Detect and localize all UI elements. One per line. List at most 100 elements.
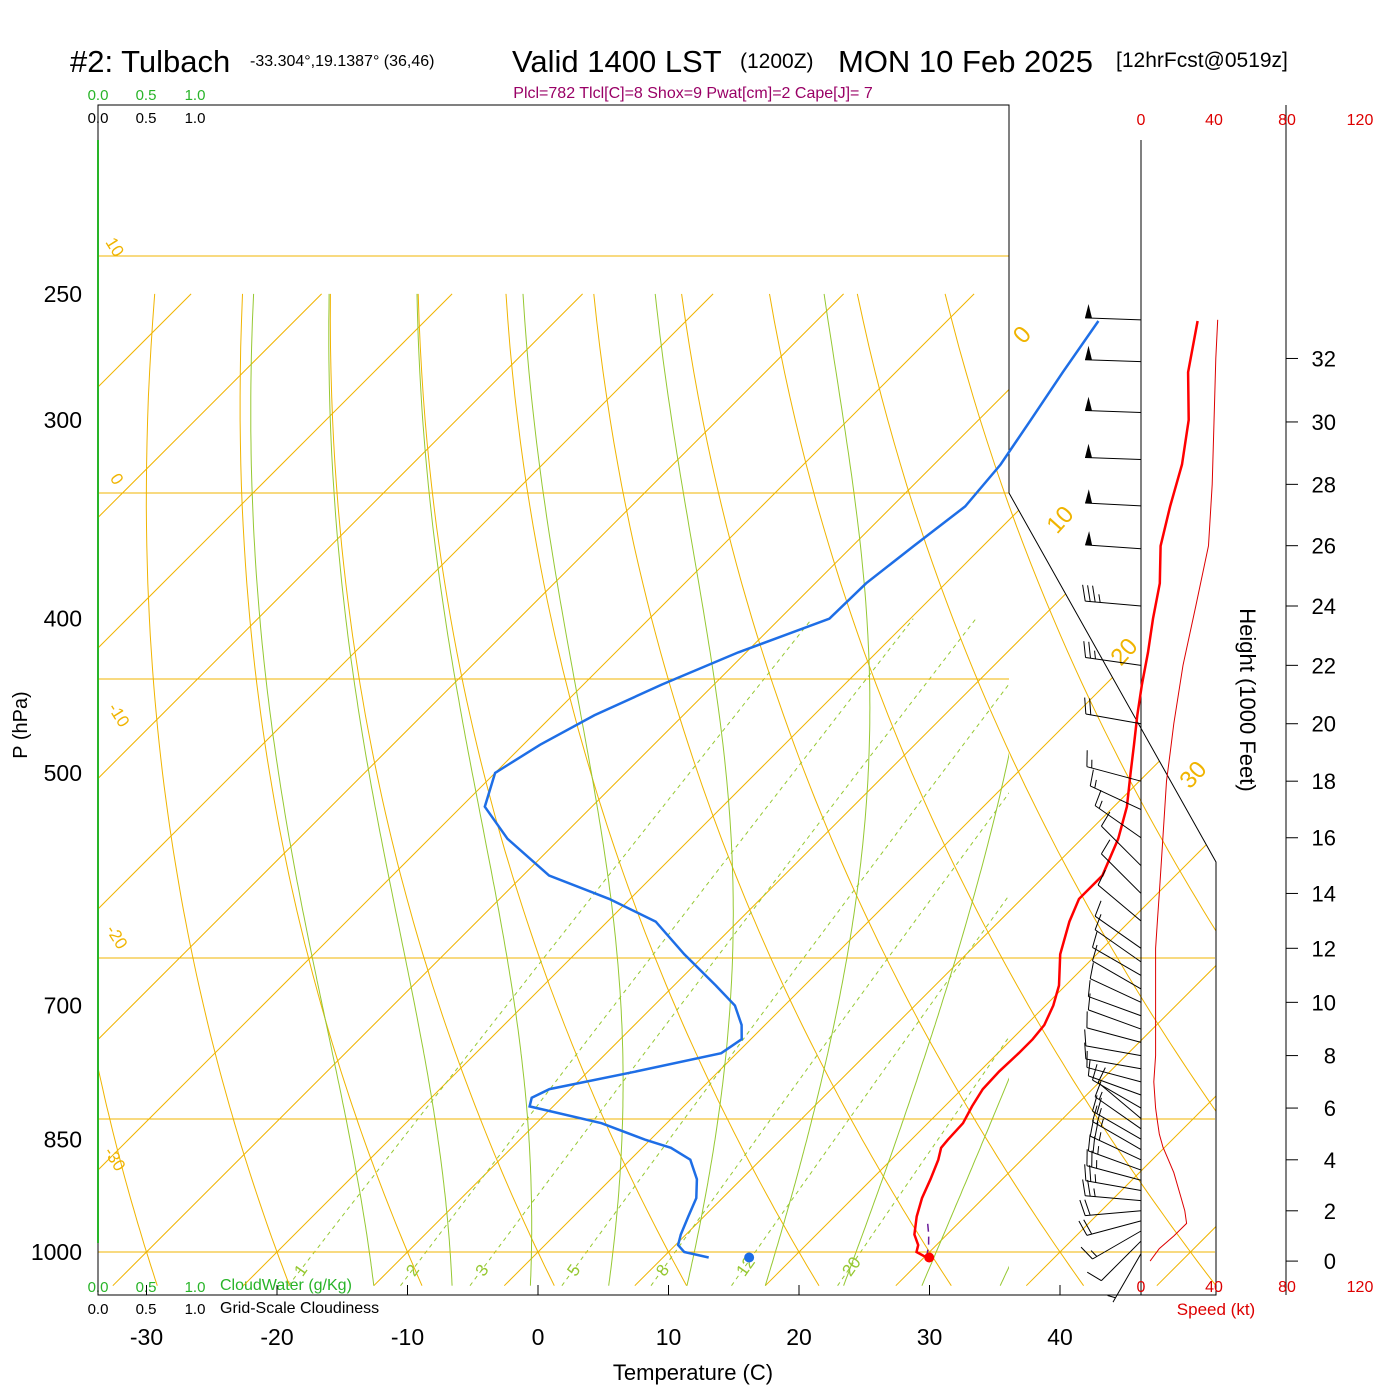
wind-barb <box>1078 1219 1142 1236</box>
cloudiness-tick-bottom: 1.0 <box>185 1301 206 1318</box>
wind-barb-feather <box>1092 1136 1096 1153</box>
mixing-ratio-line <box>469 618 977 1286</box>
wind-barb <box>1100 839 1142 894</box>
moist-adiabat-line <box>999 1265 1009 1286</box>
wind-barb-staff <box>1086 1027 1142 1043</box>
height-tick-label: 18 <box>1312 769 1336 794</box>
isotherm-line <box>98 293 975 1287</box>
moist-adiabat-line <box>416 293 533 1286</box>
wind-barb-feather <box>1092 1105 1098 1122</box>
wind-barb-half-feather <box>1094 779 1097 789</box>
isotherm-line <box>242 293 1216 1287</box>
wind-barb-staff <box>1085 359 1142 363</box>
wind-barb-half-feather <box>1097 1146 1100 1155</box>
wind-barb-staff <box>1088 1150 1142 1171</box>
wind-barb <box>1089 769 1142 811</box>
wind-barb-staff <box>1092 946 1142 976</box>
wind-barb-staff <box>1101 825 1142 867</box>
wind-barb-feather <box>1089 1165 1092 1182</box>
wind-barb-flag <box>1085 396 1092 411</box>
dry-adiabat-line <box>505 293 820 1286</box>
valid-zulu: (1200Z) <box>740 50 814 73</box>
y-axis-title: P (hPa) <box>10 691 32 758</box>
speed-tick-label-top: 80 <box>1278 112 1296 129</box>
isotherm-line <box>98 293 453 1287</box>
wind-barb-staff <box>1085 1195 1142 1202</box>
wind-barb <box>1084 1164 1142 1191</box>
height-axis-title: Height (1000 Feet) <box>1235 608 1260 791</box>
moist-adiabat-line <box>250 293 375 1286</box>
pressure-tick-label: 400 <box>44 606 82 632</box>
dry-adiabat-line <box>1384 294 1400 1286</box>
wind-barb-feather <box>1092 931 1098 948</box>
x-axis-title: Temperature (C) <box>613 1360 773 1385</box>
isotherm-line <box>764 293 1216 1287</box>
wind-barb <box>1089 962 1142 1003</box>
wind-barb <box>1094 1081 1142 1130</box>
isotherm-line <box>98 293 192 1287</box>
dewpoint-profile <box>483 320 1100 1259</box>
wind-barb-staff <box>1085 713 1142 725</box>
wind-barb <box>1086 1050 1142 1083</box>
wind-barb-staff <box>1090 978 1142 1003</box>
mixing-ratio-label: 3 <box>472 1261 493 1280</box>
plot-frame <box>97 104 1217 1296</box>
wind-barb-staff <box>1086 1165 1142 1181</box>
wind-barb-staff <box>1085 600 1142 607</box>
cloud-water-scale-bottom: 0.0 0.5 1.0 CloudWater (g/Kg) 0.0 0.5 1.… <box>88 1277 380 1318</box>
height-tick-label: 22 <box>1312 653 1336 678</box>
wind-barb-staff <box>1086 766 1142 782</box>
wind-barb-feather <box>1100 839 1111 855</box>
wind-barb <box>1082 1179 1142 1202</box>
wind-barb <box>1097 869 1142 922</box>
mixing-ratio-line <box>400 618 914 1287</box>
wind-barb-feather <box>1087 993 1091 1010</box>
isotherm-line <box>98 293 322 1287</box>
cloudiness-label: Grid-Scale Cloudiness <box>220 1300 379 1317</box>
wind-barb-feather <box>1087 1134 1091 1151</box>
wind-barb-flag <box>1085 304 1092 319</box>
wind-barb-feather <box>1100 811 1111 827</box>
wind-barb-feather <box>1079 1199 1086 1216</box>
surface-dewpoint-dot <box>744 1252 755 1263</box>
pressure-tick-label: 700 <box>44 992 82 1018</box>
valid-date: MON 10 Feb 2025 <box>838 44 1093 79</box>
wind-barbs <box>1078 304 1142 1303</box>
wind-barb <box>1083 641 1142 666</box>
wind-barb-staff <box>1085 1210 1142 1217</box>
parcel-profile <box>925 1223 930 1258</box>
mixing-ratio-line <box>731 894 1009 1286</box>
wind-barb <box>1094 790 1142 839</box>
wind-barb-half-feather <box>1093 1188 1096 1197</box>
wind-barb <box>1085 531 1142 550</box>
wind-barb <box>1086 750 1142 782</box>
dry-adiabat-line <box>329 293 555 1286</box>
wind-barb-half-feather <box>1090 1250 1098 1257</box>
wind-barb <box>1079 1199 1142 1217</box>
height-tick-label: 24 <box>1312 594 1336 619</box>
dry-adiabat-label: -20 <box>102 922 131 953</box>
dry-adiabat-line <box>417 293 688 1286</box>
isotherm-line <box>373 293 1216 1287</box>
cloud-water-tick-top: 1.0 <box>185 87 206 104</box>
isotherm-line <box>634 293 1216 1287</box>
temperature-tick-label: -30 <box>130 1324 163 1350</box>
speed-tick-label-bottom: 0 <box>1137 1279 1146 1296</box>
isotherm-line <box>98 293 714 1287</box>
moist-adiabat-line <box>921 1077 1009 1286</box>
wind-barb-feather <box>1096 1108 1102 1125</box>
wind-barb-feather <box>1083 1219 1093 1235</box>
wind-barb-half-feather <box>1100 1118 1104 1127</box>
wind-barb-staff <box>1090 1135 1142 1161</box>
pressure-ticks: 250 300 400 500 700 850 1000 <box>31 281 82 1265</box>
pressure-tick-label: 500 <box>44 760 82 786</box>
height-tick-label: 26 <box>1312 534 1336 559</box>
moist-adiabat-line <box>764 293 871 1286</box>
wind-barb-staff <box>1085 502 1142 507</box>
wind-barb <box>1084 1042 1142 1070</box>
wind-barb-flag <box>1085 489 1093 504</box>
wind-barb-staff <box>1094 915 1142 949</box>
height-tick-label: 14 <box>1312 881 1336 906</box>
moist-adiabat-line <box>654 293 734 1286</box>
